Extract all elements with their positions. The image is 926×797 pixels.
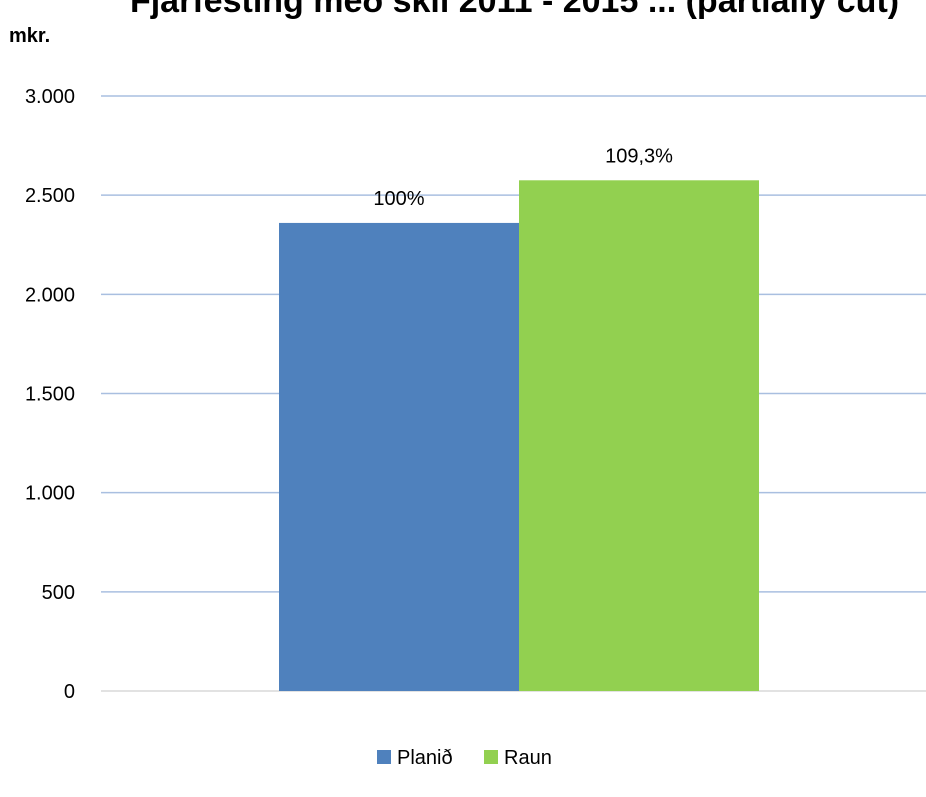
- legend-label: Planið: [397, 747, 453, 769]
- bar-raun: [519, 180, 759, 691]
- legend-swatch-planið: [377, 750, 391, 764]
- y-tick-label: 0: [64, 681, 75, 703]
- y-tick-label: 2.500: [25, 185, 75, 207]
- y-tick-label: 500: [42, 582, 75, 604]
- y-axis-unit-label: mkr.: [9, 25, 50, 47]
- y-tick-label: 1.000: [25, 483, 75, 505]
- bar-planið: [279, 222, 519, 691]
- data-labels: 100% 109,3%: [373, 145, 673, 210]
- legend-label: Raun: [504, 747, 552, 769]
- data-label: 109,3%: [605, 145, 673, 167]
- y-tick-label: 1.500: [25, 384, 75, 406]
- y-tick-label: 2.000: [25, 284, 75, 306]
- legend-swatch-raun: [484, 750, 498, 764]
- chart-title: Fjárfesting með skil 2011 - 2015 ... (pa…: [130, 0, 899, 20]
- y-tick-label: 3.000: [25, 86, 75, 108]
- legend: Planið Raun: [377, 747, 552, 769]
- y-axis-tick-labels: 0 500 1.000 1.500 2.000 2.500 3.000: [25, 86, 75, 703]
- bars: [279, 180, 759, 691]
- data-label: 100%: [373, 188, 424, 210]
